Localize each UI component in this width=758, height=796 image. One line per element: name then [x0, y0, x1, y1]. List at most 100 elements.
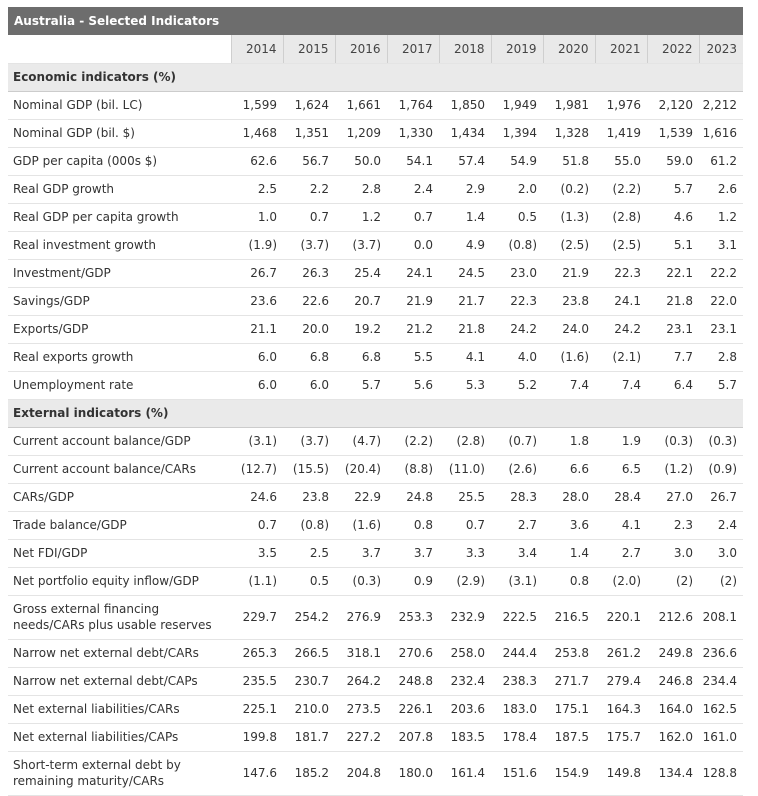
row-label: Real GDP per capita growth [8, 203, 231, 232]
value-cell: 19.2 [335, 315, 387, 344]
value-cell: 0.0 [387, 231, 439, 260]
header-blank-cell [8, 35, 231, 64]
value-cell: 187.5 [543, 723, 595, 752]
section-header-row: External indicators (%) [8, 399, 743, 428]
year-header: 2022 [646, 35, 699, 64]
row-label: Unemployment rate [8, 371, 231, 400]
value-cell: (1.3) [543, 203, 595, 232]
value-cell: 1,661 [335, 91, 387, 120]
value-cell: 6.0 [283, 371, 335, 400]
value-cell: 24.5 [439, 259, 491, 288]
value-cell: 21.8 [439, 315, 491, 344]
value-cell: 248.8 [387, 667, 439, 696]
value-cell: 0.8 [387, 511, 439, 540]
value-cell: 2.4 [387, 175, 439, 204]
table-row: Unemployment rate 6.0 6.0 5.7 5.6 5.3 5.2 7.4 7.… [8, 371, 743, 400]
value-cell: 4.6 [647, 203, 699, 232]
value-cell: 276.9 [335, 595, 387, 640]
value-cell: 3.6 [543, 511, 595, 540]
row-label: Savings/GDP [8, 287, 231, 316]
value-cell: 22.3 [595, 259, 647, 288]
value-cell: 3.3 [439, 539, 491, 568]
value-cell: 227.2 [335, 723, 387, 752]
value-cell: 28.4 [595, 483, 647, 512]
value-cell: 3.7 [387, 539, 439, 568]
value-cell: (3.7) [335, 231, 387, 260]
value-cell: 264.2 [335, 667, 387, 696]
table-row: Nominal GDP (bil. $) 1,468 1,351 1,209 1,330… [8, 119, 743, 148]
value-cell: 5.7 [335, 371, 387, 400]
value-cell: 24.2 [491, 315, 543, 344]
row-label: Net portfolio equity inflow/GDP [8, 567, 231, 596]
value-cell: 1,616 [699, 119, 743, 148]
value-cell: 55.0 [595, 147, 647, 176]
value-cell: (3.7) [283, 231, 335, 260]
value-cell: 2.2 [283, 175, 335, 204]
value-cell: (1.9) [231, 231, 283, 260]
value-cell: 212.6 [647, 595, 699, 640]
value-cell: 181.7 [283, 723, 335, 752]
row-label: GDP per capita (000s $) [8, 147, 231, 176]
value-cell: 207.8 [387, 723, 439, 752]
value-cell: 1,764 [387, 91, 439, 120]
value-cell: (11.0) [439, 455, 491, 484]
value-cell: 273.5 [335, 695, 387, 724]
value-cell: 0.8 [543, 567, 595, 596]
value-cell: 24.1 [595, 287, 647, 316]
row-label: Net external liabilities/CAPs [8, 723, 231, 752]
value-cell: (0.7) [491, 427, 543, 456]
row-label: Gross external financing needs/CARs plus… [8, 595, 231, 640]
value-cell: 1.2 [335, 203, 387, 232]
value-cell: (2.8) [595, 203, 647, 232]
value-cell: (1.2) [647, 455, 699, 484]
value-cell: (3.1) [491, 567, 543, 596]
value-cell: 50.0 [335, 147, 387, 176]
value-cell: 0.7 [387, 203, 439, 232]
value-cell: 238.3 [491, 667, 543, 696]
table-row: Gross external financing needs/CARs plus… [8, 595, 743, 640]
table-row: Current account balance/GDP (3.1) (3.7) (4.… [8, 427, 743, 456]
row-label: Current account balance/GDP [8, 427, 231, 456]
value-cell: 134.4 [647, 751, 699, 796]
value-cell: 6.0 [231, 343, 283, 372]
value-cell: (3.1) [231, 427, 283, 456]
table-row: Net external liabilities/CAPs 199.8 181.7 2… [8, 723, 743, 752]
table-row: Real GDP per capita growth 1.0 0.7 1.2 0.7 1.… [8, 203, 743, 232]
value-cell: (1.6) [335, 511, 387, 540]
value-cell: 23.8 [283, 483, 335, 512]
value-cell: 178.4 [491, 723, 543, 752]
value-cell: 21.7 [439, 287, 491, 316]
value-cell: 5.5 [387, 343, 439, 372]
value-cell: 151.6 [491, 751, 543, 796]
value-cell: 1,328 [543, 119, 595, 148]
value-cell: (2.2) [387, 427, 439, 456]
value-cell: (2.0) [595, 567, 647, 596]
value-cell: 0.5 [283, 567, 335, 596]
value-cell: 26.3 [283, 259, 335, 288]
value-cell: 23.6 [231, 287, 283, 316]
value-cell: (0.3) [335, 567, 387, 596]
value-cell: 6.5 [595, 455, 647, 484]
value-cell: 230.7 [283, 667, 335, 696]
year-header: 2020 [542, 35, 595, 64]
value-cell: 183.0 [491, 695, 543, 724]
value-cell: 1,419 [595, 119, 647, 148]
value-cell: 59.0 [647, 147, 699, 176]
table-row: Current account balance/CARs (12.7) (15.5)… [8, 455, 743, 484]
value-cell: 6.0 [231, 371, 283, 400]
value-cell: 62.6 [231, 147, 283, 176]
value-cell: (0.2) [543, 175, 595, 204]
year-header: 2019 [490, 35, 543, 64]
value-cell: 2,120 [647, 91, 699, 120]
value-cell: 5.7 [699, 371, 743, 400]
value-cell: 3.0 [647, 539, 699, 568]
year-header: 2018 [438, 35, 491, 64]
value-cell: 180.0 [387, 751, 439, 796]
value-cell: (0.3) [699, 427, 743, 456]
table-row: GDP per capita (000s $) 62.6 56.7 50.0 54.1 5… [8, 147, 743, 176]
value-cell: (0.3) [647, 427, 699, 456]
value-cell: 23.8 [543, 287, 595, 316]
value-cell: 27.0 [647, 483, 699, 512]
value-cell: 3.4 [491, 539, 543, 568]
value-cell: (2.2) [595, 175, 647, 204]
